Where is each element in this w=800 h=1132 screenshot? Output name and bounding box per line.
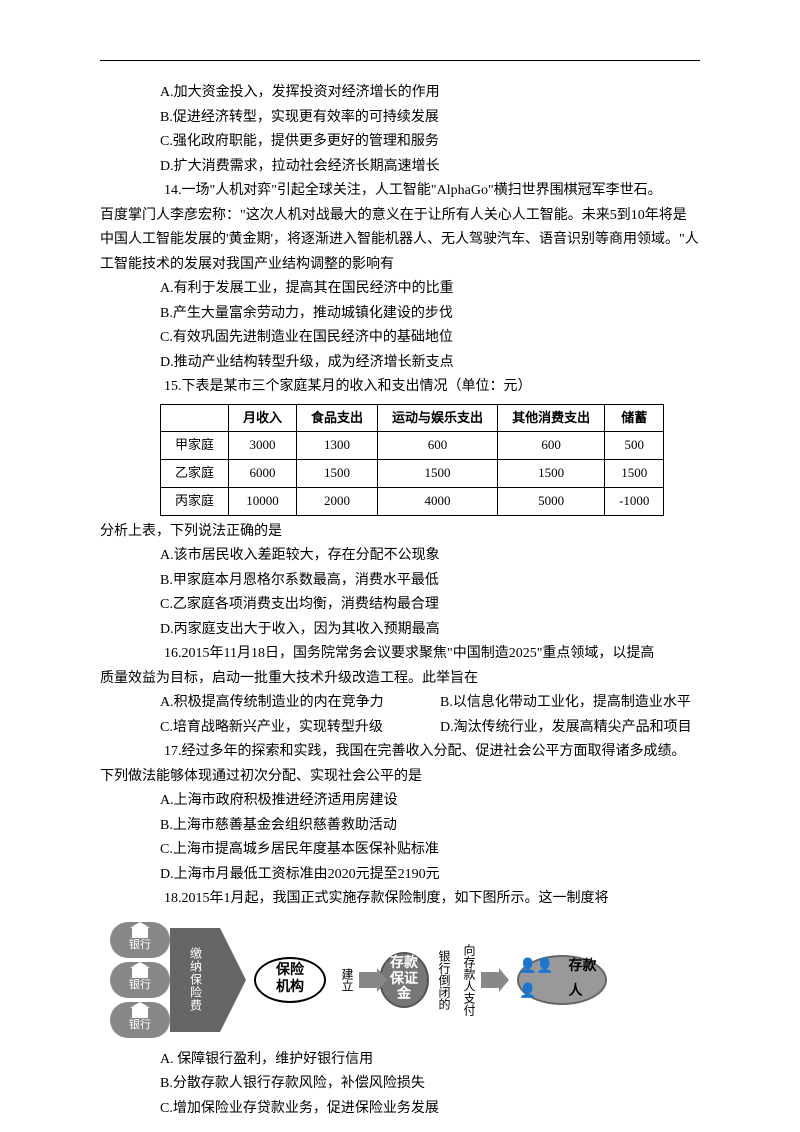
th-income: 月收入: [229, 404, 297, 432]
q16-option-c: C.培育战略新兴产业，实现转型升级: [160, 716, 440, 741]
page-rule: [100, 60, 700, 61]
q14-option-c: C.有效巩固先进制造业在国民经济中的基础地位: [100, 326, 700, 351]
q17-option-a: A.上海市政府积极推进经济适用房建设: [100, 789, 700, 814]
bank-node: 银行: [110, 922, 170, 958]
arrow-pay-premium: 缴纳保险费: [170, 928, 220, 1032]
insurer-node: 保险机构: [254, 957, 326, 1003]
q13-option-c: C.强化政府职能，提供更多更好的管理和服务: [100, 130, 700, 155]
th-food: 食品支出: [297, 404, 378, 432]
q18-stem: 18.2015年1月起，我国正式实施存款保险制度，如下图所示。这一制度将: [100, 887, 700, 912]
q15-analysis: 分析上表，下列说法正确的是: [100, 520, 700, 545]
label-establish: 建立: [336, 968, 357, 992]
q18-diagram: 银行 银行 银行 缴纳保险费 保险机构 建立 存款保证金 银行倒闭的 向存款人支…: [110, 922, 700, 1038]
bank-icon: [132, 928, 148, 938]
q16-stem-line2: 质量效益为目标，启动一批重大技术升级改造工程。此举旨在: [100, 667, 700, 692]
bank-node: 银行: [110, 1002, 170, 1038]
arrow-icon: [359, 972, 377, 988]
q17-option-d: D.上海市月最低工资标准由2020元提至2190元: [100, 863, 700, 888]
bank-icon: [132, 1008, 148, 1018]
q14-option-b: B.产生大量富余劳动力，推动城镇化建设的步伐: [100, 302, 700, 327]
table-row: 丙家庭 10000 2000 4000 5000 -1000: [161, 487, 664, 515]
bank-icon: [132, 968, 148, 978]
th-ent: 运动与娱乐支出: [378, 404, 498, 432]
label-pay: 向存款人支付: [458, 944, 479, 1016]
q18-option-b: B.分散存款人银行存款风险，补偿风险损失: [100, 1072, 700, 1097]
arrow-icon: [481, 972, 499, 988]
q16-option-a: A.积极提高传统制造业的内在竞争力: [160, 691, 440, 716]
th-save: 储蓄: [605, 404, 664, 432]
arrow-label: 缴纳保险费: [185, 947, 206, 1012]
people-icon: 👤👤👤: [519, 955, 564, 1004]
q17-stem-line1: 17.经过多年的探索和实践，我国在完善收入分配、促进社会公平方面取得诸多成绩。: [100, 740, 700, 765]
q18-option-a: A. 保障银行盈利，维护好银行信用: [100, 1048, 700, 1073]
q15-stem: 15.下表是某市三个家庭某月的收入和支出情况（单位：元）: [100, 375, 700, 400]
th-other: 其他消费支出: [498, 404, 605, 432]
bank-stack: 银行 银行 银行: [110, 922, 170, 1038]
q17-stem-line2: 下列做法能够体现通过初次分配、实现社会公平的是: [100, 765, 700, 790]
q14-stem-line2: 百度掌门人李彦宏称："这次人机对战最大的意义在于让所有人关心人工智能。未来5到1…: [100, 204, 700, 278]
q14-stem-line1: 14.一场"人机对弈"引起全球关注，人工智能"AlphaGo"横扫世界围棋冠军李…: [100, 179, 700, 204]
q16-option-b: B.以信息化带动工业化，提高制造业水平: [440, 691, 700, 716]
q17-option-b: B.上海市慈善基金会组织慈善救助活动: [100, 814, 700, 839]
table-header-row: 月收入 食品支出 运动与娱乐支出 其他消费支出 储蓄: [161, 404, 664, 432]
depositor-node: 👤👤👤存款人: [517, 955, 607, 1005]
table-row: 甲家庭 3000 1300 600 600 500: [161, 432, 664, 460]
q17-option-c: C.上海市提高城乡居民年度基本医保补贴标准: [100, 838, 700, 863]
q16-option-d: D.淘汰传统行业，发展高精尖产品和项目: [440, 716, 700, 741]
q13-option-d: D.扩大消费需求，拉动社会经济长期高速增长: [100, 155, 700, 180]
q18-option-c: C.增加保险业存贷款业务，促进保险业务发展: [100, 1097, 700, 1122]
bank-node: 银行: [110, 962, 170, 998]
th-blank: [161, 404, 229, 432]
q15-option-b: B.甲家庭本月恩格尔系数最高，消费水平最低: [100, 569, 700, 594]
table-row: 乙家庭 6000 1500 1500 1500 1500: [161, 460, 664, 488]
q13-option-a: A.加大资金投入，发挥投资对经济增长的作用: [100, 81, 700, 106]
q15-option-c: C.乙家庭各项消费支出均衡，消费结构最合理: [100, 593, 700, 618]
q15-option-a: A.该市居民收入差距较大，存在分配不公现象: [100, 544, 700, 569]
q15-option-d: D.丙家庭支出大于收入，因为其收入预期最高: [100, 618, 700, 643]
q14-option-a: A.有利于发展工业，提高其在国民经济中的比重: [100, 277, 700, 302]
q16-stem-line1: 16.2015年11月18日，国务院常务会议要求聚焦"中国制造2025"重点领域…: [100, 642, 700, 667]
q14-option-d: D.推动产业结构转型升级，成为经济增长新支点: [100, 351, 700, 376]
label-bank-fail: 银行倒闭的: [433, 950, 454, 1010]
q15-table: 月收入 食品支出 运动与娱乐支出 其他消费支出 储蓄 甲家庭 3000 1300…: [160, 404, 664, 516]
q13-option-b: B.促进经济转型，实现更有效率的可持续发展: [100, 106, 700, 131]
